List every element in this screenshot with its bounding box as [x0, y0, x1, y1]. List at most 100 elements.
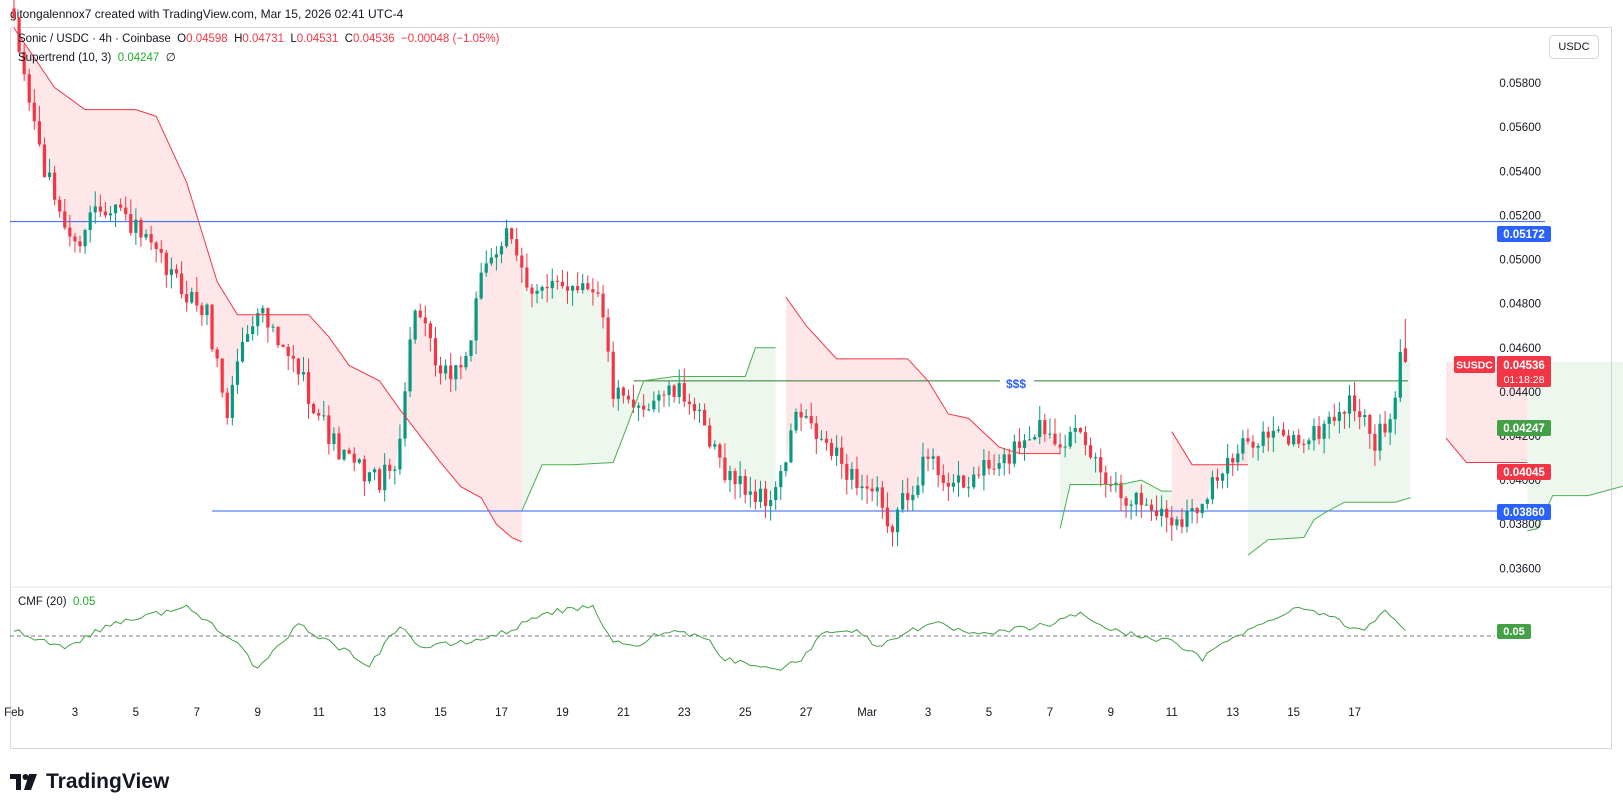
- price-tick-label: 0.05200: [1499, 210, 1541, 222]
- tag-supertrend-bg: [1497, 420, 1551, 436]
- candle-body: [144, 234, 148, 238]
- candle-body: [1073, 427, 1077, 432]
- time-tick-label: 9: [1108, 707, 1114, 719]
- main-legend[interactable]: Sonic / USDC · 4h · Coinbase O0.04598 H0…: [18, 33, 499, 45]
- legend-close: 0.04536: [353, 33, 395, 45]
- candle-body: [1104, 472, 1108, 485]
- candle-body: [951, 482, 956, 487]
- horizontal-levels[interactable]: [10, 221, 1545, 512]
- candle-body: [652, 400, 656, 410]
- candle-body: [1154, 510, 1159, 517]
- time-tick-label: 7: [1047, 707, 1053, 719]
- supertrend-empty-icon: ∅: [165, 52, 176, 64]
- candle-body: [1099, 457, 1103, 473]
- candle-body: [256, 313, 260, 327]
- candle-body: [667, 385, 671, 396]
- candle-body: [317, 413, 321, 416]
- candle-body: [1139, 492, 1143, 506]
- candle-body: [855, 469, 859, 489]
- time-tick-label: 17: [1348, 707, 1361, 719]
- supertrend-fill-up: [1527, 361, 1623, 531]
- candle-body: [1363, 414, 1367, 418]
- candle-body: [42, 144, 47, 178]
- candle-body: [596, 292, 600, 294]
- candle-body: [1094, 457, 1098, 459]
- candle-body: [1266, 431, 1270, 438]
- cmf-legend[interactable]: CMF (20) 0.05: [18, 596, 95, 608]
- candle-body: [555, 280, 559, 282]
- candle-body: [1393, 397, 1397, 420]
- candle-body: [601, 293, 605, 318]
- candle-body: [1180, 519, 1184, 527]
- candle-body: [692, 404, 697, 412]
- candle-body: [1083, 432, 1088, 446]
- candle-body: [408, 339, 412, 392]
- quote-currency-button[interactable]: USDC: [1549, 35, 1599, 59]
- cmf-value: 0.05: [72, 596, 96, 608]
- time-tick-label: 15: [434, 707, 447, 719]
- supertrend-fill-down: [1171, 431, 1248, 527]
- candle-body: [708, 425, 712, 447]
- tag-last: 0.04536: [1503, 360, 1545, 372]
- candle-body: [37, 121, 41, 145]
- tag-cmf-bg: [1497, 624, 1531, 639]
- supertrend-legend[interactable]: Supertrend (10, 3) 0.04247 ∅: [18, 50, 176, 64]
- candle-body: [901, 493, 905, 510]
- time-axis[interactable]: Feb 3 5 7 9 11 13 15 17 19 21 23 25 27 Mar 3 5 7 9 11 13 15 17: [4, 707, 1361, 719]
- candle-body: [134, 219, 138, 233]
- candle-body: [240, 341, 245, 362]
- candle-body: [845, 463, 849, 480]
- candle-body: [1078, 427, 1082, 433]
- candle-body: [1058, 444, 1062, 448]
- tag-symbol-bg: [1454, 356, 1495, 373]
- candle-body: [1190, 508, 1194, 511]
- candle-body: [1286, 435, 1291, 445]
- candle-body: [616, 387, 620, 399]
- supertrend-fill-up: [1247, 351, 1411, 556]
- candle-body: [510, 228, 514, 240]
- time-tick-label: 25: [739, 707, 752, 719]
- candle-body: [576, 285, 580, 291]
- candle-body: [301, 372, 306, 375]
- cmf-name[interactable]: CMF (20): [18, 596, 67, 608]
- candle-body: [438, 365, 443, 374]
- chart-frame: [10, 27, 1612, 749]
- tradingview-logo[interactable]: TradingView: [10, 770, 169, 794]
- candle-body: [332, 433, 336, 445]
- candle-body: [1068, 431, 1072, 447]
- candle-body: [1281, 429, 1286, 436]
- candle-body: [281, 345, 285, 347]
- candle-body: [1175, 519, 1179, 526]
- candle-body: [32, 102, 36, 122]
- supertrend-name[interactable]: Supertrend (10, 3): [18, 52, 112, 64]
- candle-body: [1312, 426, 1316, 441]
- candle-body: [906, 493, 910, 501]
- time-tick-label: Feb: [4, 707, 24, 719]
- legend-symbol[interactable]: Sonic / USDC · 4h · Coinbase: [18, 33, 171, 45]
- candle-body: [245, 334, 250, 342]
- candle-body: [1358, 411, 1362, 418]
- candle-body: [205, 304, 209, 316]
- candle-body: [220, 358, 224, 393]
- candle-body: [1195, 508, 1199, 514]
- candle-body: [312, 403, 316, 414]
- supertrend-line-down: [1445, 437, 1528, 463]
- candle-body: [398, 438, 402, 470]
- candle-body: [154, 242, 158, 249]
- candle-body: [200, 305, 204, 316]
- candle-body: [357, 459, 361, 463]
- candle-body: [1322, 423, 1326, 439]
- candle-body: [403, 391, 407, 439]
- candle-body: [1231, 457, 1235, 463]
- tag-supertrend: 0.04247: [1503, 423, 1545, 435]
- candle-body: [1256, 445, 1260, 448]
- candle-body: [235, 361, 240, 385]
- candle-body: [697, 409, 702, 412]
- candle-body: [1215, 477, 1220, 481]
- supertrend-value: 0.04247: [117, 52, 160, 64]
- candle-body: [1038, 420, 1042, 438]
- candle-body: [179, 273, 184, 295]
- time-tick-label: 11: [1166, 707, 1178, 719]
